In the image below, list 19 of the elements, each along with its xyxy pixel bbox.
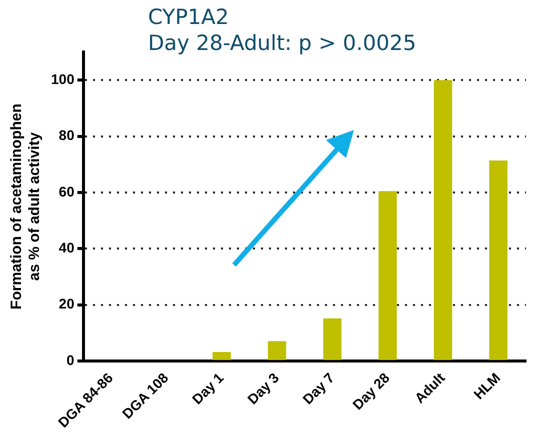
y-tick-label: 80 bbox=[58, 127, 75, 144]
bar bbox=[212, 352, 231, 360]
chart-subtitle: Day 28-Adult: p > 0.0025 bbox=[148, 30, 416, 56]
x-tick-label: Day 3 bbox=[244, 369, 282, 408]
y-axis-title: Formation of acetaminophen as % of adult activity bbox=[8, 104, 44, 310]
y-tick-label: 60 bbox=[58, 183, 75, 200]
y-tick-label: 40 bbox=[58, 240, 75, 256]
bar bbox=[489, 160, 508, 360]
x-tick-label: Day 28 bbox=[349, 369, 393, 413]
bar bbox=[268, 341, 286, 360]
chart-title: CYP1A2 bbox=[148, 4, 230, 30]
bar bbox=[434, 80, 452, 360]
y-tick-label: 0 bbox=[66, 352, 75, 368]
x-tick-label: Day 1 bbox=[188, 369, 227, 408]
bar bbox=[378, 191, 397, 360]
y-tick-label: 20 bbox=[58, 296, 75, 312]
y-tick-label: 100 bbox=[51, 70, 75, 87]
x-tick-label: Day 7 bbox=[299, 369, 338, 408]
bar bbox=[323, 318, 342, 360]
